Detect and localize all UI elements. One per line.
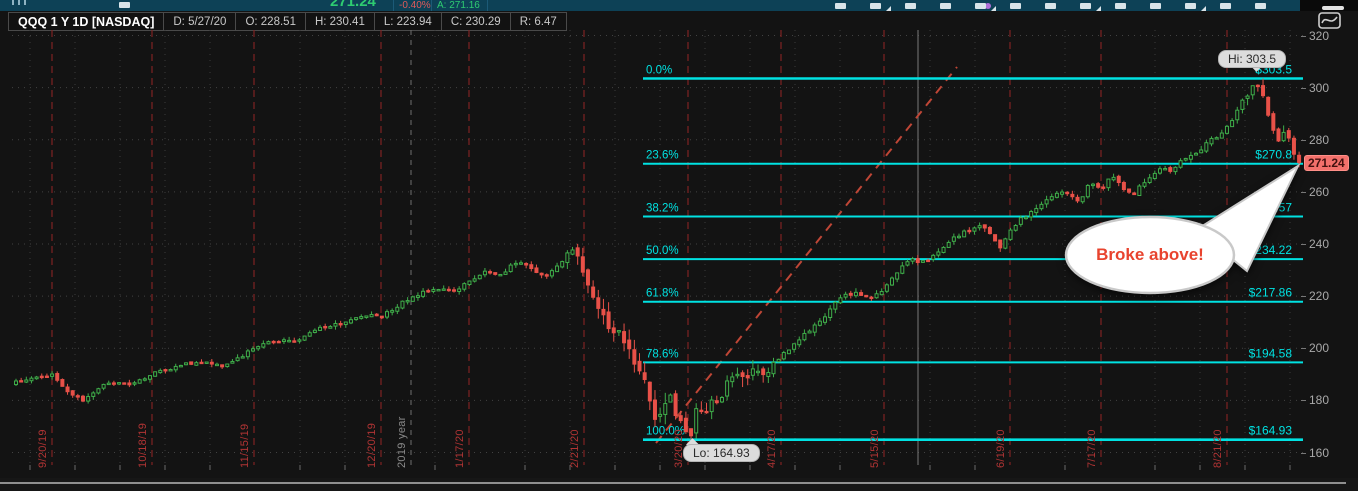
toolbar-dropdown-icon[interactable]: [886, 6, 891, 11]
fib-price-label: $164.93: [1249, 424, 1293, 438]
fib-percent-label: 50.0%: [646, 245, 679, 257]
toolbar-dropdown-icon[interactable]: [1201, 6, 1206, 11]
price-axis-label: 180: [1309, 393, 1330, 408]
quote-ask: A: 271.16: [437, 0, 480, 11]
header-low: L: 223.94: [373, 13, 441, 30]
callout-text: Broke above!: [1096, 245, 1204, 264]
toolbar-separator: [393, 0, 394, 11]
price-axis-tick: [1301, 87, 1306, 89]
price-axis-label: 240: [1309, 237, 1330, 251]
toolbar-icon[interactable]: [1010, 3, 1021, 9]
header-date: D: 5/27/20: [163, 13, 235, 30]
quote-change-percent: -0.40%: [399, 0, 431, 11]
price-axis-label: 200: [1309, 341, 1330, 356]
horizontal-scrollbar[interactable]: [0, 482, 1346, 484]
toolbar-icon[interactable]: [940, 3, 951, 9]
price-axis-label: 160: [1309, 445, 1330, 460]
fib-percent-label: 0.0%: [646, 65, 672, 77]
toolbar-icon[interactable]: [870, 3, 881, 9]
current-price-badge: 271.24: [1304, 154, 1349, 171]
chart-header: QQQ 1 Y 1D [NASDAQ] D: 5/27/20 O: 228.51…: [8, 12, 567, 31]
toolbar-icon[interactable]: [1080, 3, 1091, 9]
fib-percent-label: 23.6%: [646, 150, 679, 162]
toolbar-icon[interactable]: [1150, 3, 1161, 9]
toolbar-tick: [12, 0, 14, 5]
fib-percent-label: 100.0%: [646, 426, 685, 438]
header-close: C: 230.29: [440, 13, 510, 30]
price-axis-label: 260: [1309, 184, 1330, 199]
date-gridline-layer: [51, 30, 1228, 465]
price-axis-tick: [1301, 400, 1306, 402]
study-badge-icon: [985, 3, 991, 9]
toolbar-dropdown-icon[interactable]: [991, 6, 996, 11]
toolbar-tick: [18, 0, 20, 5]
hi-tooltip: Hi: 303.5: [1218, 50, 1287, 68]
fibonacci-layer: 0.0%$303.523.6%$270.838.2%$250.5750.0%$2…: [643, 63, 1303, 441]
toolbar-icon[interactable]: [905, 3, 916, 9]
price-axis-tick: [1301, 139, 1306, 141]
header-range: R: 6.47: [509, 13, 566, 30]
toolbar-separator: [487, 0, 488, 11]
toolbar-icon[interactable]: [1220, 3, 1231, 9]
toolbar-dropdown-icon[interactable]: [1096, 6, 1101, 11]
toolbar-icon[interactable]: [835, 3, 846, 9]
fib-percent-label: 78.6%: [646, 348, 679, 360]
fib-percent-label: 38.2%: [646, 202, 679, 214]
price-axis-tick: [1301, 296, 1306, 298]
trend-line-layer: [655, 66, 958, 444]
toolbar-icon[interactable]: [1115, 3, 1126, 9]
price-axis-tick: [1301, 191, 1306, 193]
price-axis-label: 220: [1309, 289, 1330, 304]
price-axis-tick: [1301, 244, 1306, 245]
toolbar-tick: [24, 0, 26, 5]
top-toolbar: 271.24 -0.40% A: 271.16: [0, 0, 1358, 11]
lo-tooltip: Lo: 164.93: [683, 444, 760, 462]
toolbar-corner: [1300, 0, 1358, 11]
bottom-strip: [0, 478, 1358, 491]
fib-price-label: $270.8: [1255, 148, 1292, 162]
header-open: O: 228.51: [235, 13, 305, 30]
price-axis-tick: [1301, 35, 1306, 37]
price-axis-label: 320: [1309, 28, 1330, 43]
toolbar-separator: [431, 0, 432, 11]
quote-last-price: 271.24: [330, 0, 376, 10]
symbol-title[interactable]: QQQ 1 Y 1D [NASDAQ]: [18, 14, 155, 29]
fib-percent-label: 61.8%: [646, 288, 679, 300]
fib-price-label: $217.86: [1249, 286, 1293, 300]
header-high: H: 230.41: [304, 13, 374, 30]
price-axis-tick: [1301, 348, 1306, 350]
gridline-layer: [12, 30, 1303, 470]
toolbar-icon[interactable]: [1185, 3, 1196, 9]
toolbar-icon[interactable]: [1255, 3, 1266, 9]
toolbar-widget-icon[interactable]: [119, 2, 130, 8]
price-axis-label: 300: [1309, 80, 1330, 95]
fib-price-label: $194.58: [1249, 346, 1293, 360]
toolbar-icon[interactable]: [975, 3, 986, 9]
candles-layer: [14, 78, 1302, 440]
chart-style-icon[interactable]: [1318, 12, 1342, 34]
menu-icon[interactable]: [1322, 6, 1344, 10]
price-axis-tick: [1301, 452, 1306, 454]
price-axis-label: 280: [1309, 132, 1330, 147]
toolbar-icon[interactable]: [1045, 3, 1056, 9]
